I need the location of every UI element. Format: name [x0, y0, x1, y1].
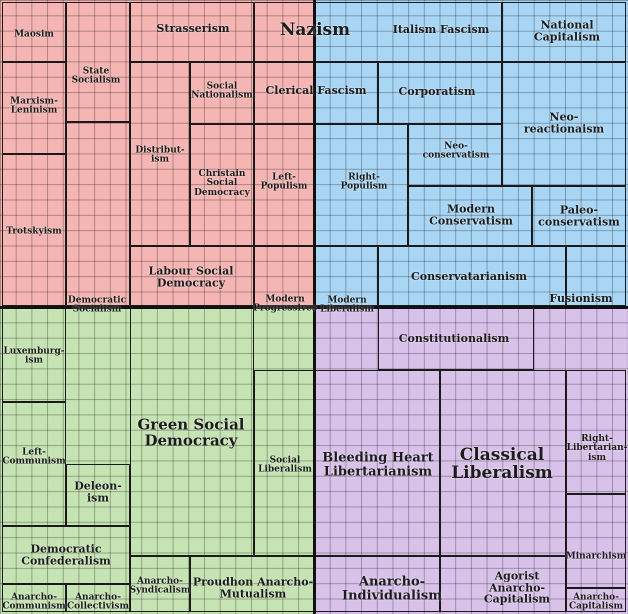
label-distributism: Distribut- ism: [135, 145, 185, 165]
region-social-nationalism: [190, 62, 254, 124]
region-minarchism: [566, 494, 626, 588]
label-democratic-socialism: Democratic Socialism: [67, 295, 127, 315]
label-democratic-confederalism: Democratic Confederalism: [21, 542, 111, 567]
region-paleo-conservatism: [532, 186, 626, 246]
region-right-libertarianism: [566, 370, 626, 494]
region-trotskyism: [2, 154, 66, 306]
label-national-capitalism: National Capitalism: [533, 18, 601, 43]
label-anarcho-syndicalism: Anarcho- Syndicalism: [129, 576, 191, 596]
region-corporatism: [378, 62, 502, 124]
quadrant-libertarian-left: [0, 307, 314, 614]
label-agorist-anarcho-capitalism: Agorist Anarcho- Capitalism: [483, 569, 551, 606]
label-maoism: Maosim: [14, 29, 54, 40]
region-democratic-socialism: [66, 122, 130, 306]
region-anarcho-communism: [2, 584, 66, 612]
region-anarcho-capitalism: [566, 588, 626, 612]
region-national-capitalism: [502, 2, 626, 62]
label-anarcho-capitalism: Anarcho- Capitalism: [568, 592, 624, 612]
region-clerical-fascism: [254, 62, 378, 124]
label-green-social-democracy: Green Social Democracy: [137, 415, 245, 449]
quadrant-authoritarian-right: [314, 0, 628, 307]
region-anarcho-collectivism: [66, 584, 130, 612]
region-neo-reactionaism: [502, 62, 626, 186]
region-neo-conservatism: [408, 124, 502, 186]
region-anarcho-syndicalism: [130, 556, 190, 612]
label-classical-liberalism: Classical Liberalism: [451, 445, 553, 483]
label-anarcho-communism: Anarcho- Communism: [2, 592, 66, 612]
region-agorist-anarcho-capitalism: [440, 556, 566, 612]
label-nazism: Nazism: [279, 20, 351, 41]
region-modern-conservatism: [408, 186, 532, 246]
region-democratic-confederalism: [2, 526, 130, 584]
label-right-libertarianism: Right- Libertarian- ism: [566, 433, 628, 463]
label-fusionism: Fusionism: [549, 292, 613, 306]
label-deleonism: Deleon- ism: [74, 479, 122, 504]
label-neo-conservatism: Neo- conservatism: [422, 141, 490, 161]
label-anarcho-individualism: Anarcho- Individualism: [342, 574, 442, 603]
region-conservatarianism: [378, 246, 566, 306]
label-left-communism: Left- Communism: [2, 447, 66, 467]
label-italism-fascism: Italism Fascism: [392, 23, 490, 37]
label-anarcho-collectivism: Anarcho- Collectivism: [66, 592, 130, 612]
label-trotskyism: Trotskyism: [6, 226, 62, 237]
label-left-populism: Left- Populism: [260, 172, 308, 192]
label-social-nationalism: Social Nationalism: [191, 81, 253, 101]
label-minarchism: Minarchism: [565, 551, 627, 562]
region-state-socialism: [66, 2, 130, 122]
label-modern-progressives: Modern Progressives: [253, 294, 317, 314]
quadrant-authoritarian-left: [0, 0, 314, 307]
label-neo-reactionaism: Neo- reactionaism: [523, 110, 605, 135]
region-marxism-leninism: [2, 62, 66, 154]
label-bleeding-heart-libertarianism: Bleeding Heart Libertarianism: [322, 450, 434, 479]
label-state-socialism: State Socialism: [71, 66, 121, 86]
label-labour-social-democracy: Labour Social Democracy: [148, 264, 234, 289]
label-proudhon-mutualism: Proudhon Anarcho- Mutualism: [192, 575, 314, 600]
region-christain-social-democracy: [190, 124, 254, 246]
label-marxism-leninism: Marxism- Leninism: [10, 96, 58, 116]
region-left-communism: [2, 402, 66, 526]
region-labour-social-democracy: [130, 246, 254, 306]
label-corporatism: Corporatism: [398, 85, 476, 99]
label-modern-conservatism: Modern Conservatism: [429, 202, 513, 227]
label-modern-liberalism: Modern Liberalism: [320, 295, 374, 315]
region-classical-liberalism: [440, 370, 566, 556]
region-distributism: [130, 62, 190, 246]
label-clerical-fascism: Clerical Fascism: [265, 84, 367, 98]
label-christain-social-democracy: Christain Social Democracy: [194, 168, 250, 198]
region-fusionism: [566, 246, 626, 306]
quadrant-libertarian-right: [314, 307, 628, 614]
region-maoism: [2, 2, 66, 62]
label-paleo-conservatism: Paleo- conservatism: [538, 203, 620, 228]
region-deleonism: [66, 464, 130, 526]
label-constitutionalism: Constitutionalism: [398, 332, 510, 346]
label-strasserism: Strasserism: [156, 22, 230, 36]
label-luxemburgism: Luxemburg- ism: [3, 346, 65, 366]
horizontal-axis: [0, 306, 628, 309]
region-strasserism: [130, 2, 254, 62]
label-conservatarianism: Conservatarianism: [411, 270, 527, 284]
label-right-populism: Right- Populism: [340, 172, 388, 192]
label-social-liberalism: Social Liberalism: [258, 455, 312, 475]
